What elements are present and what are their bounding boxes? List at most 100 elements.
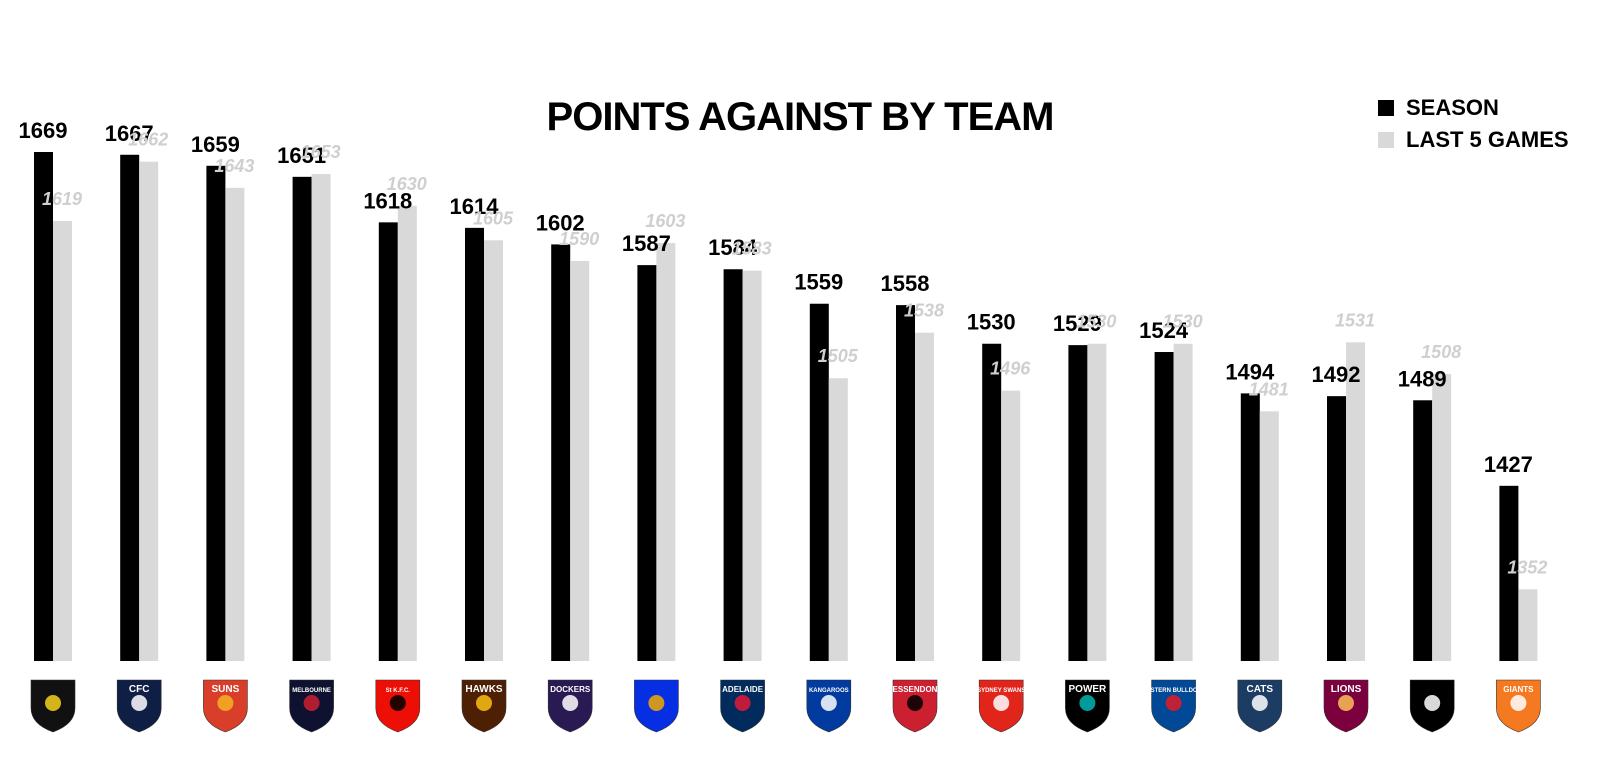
label-last5-port-adelaide: 1530	[1076, 312, 1116, 332]
eagles-logo-icon	[634, 679, 679, 733]
team-logos: CFC SUNS MELBOURNE St K.F.C. HAWKS DOCKERS ADE…	[30, 679, 1541, 733]
label-last5-carlton: 1662	[128, 130, 168, 150]
bar-season-western-bulldogs	[1154, 352, 1174, 661]
bar-season-west-coast	[637, 265, 657, 661]
bar-season-geelong	[1240, 393, 1260, 661]
bar-group	[34, 152, 1538, 662]
label-last5-adelaide: 1583	[732, 239, 772, 259]
bar-season-carlton	[120, 154, 140, 662]
bar-last5-north-melbourne	[828, 378, 848, 661]
bar-season-fremantle	[551, 244, 571, 662]
bulldogs-logo-icon: WESTERN BULLDOGS	[1141, 679, 1206, 733]
label-season-geelong: 1494	[1225, 359, 1275, 384]
bar-season-brisbane	[1327, 396, 1346, 661]
legend-label-season: SEASON	[1406, 95, 1499, 120]
label-season-gold-coast: 1659	[191, 132, 240, 157]
bar-last5-fremantle	[570, 260, 590, 661]
label-season-sydney: 1530	[967, 310, 1016, 335]
lions-logo-icon: LIONS	[1323, 679, 1369, 733]
bar-last5-collingwood	[1432, 374, 1452, 661]
bar-season-gold-coast	[206, 165, 226, 661]
bar-season-adelaide	[723, 269, 743, 661]
chart-title: POINTS AGAINST BY TEAM	[547, 95, 1054, 139]
bar-last5-western-bulldogs	[1173, 343, 1193, 661]
logo-text-western-bulldogs: WESTERN BULLDOGS	[1141, 688, 1206, 694]
stkilda-logo-icon: St K.F.C.	[375, 679, 421, 733]
label-season-western-bulldogs: 1524	[1139, 318, 1189, 343]
bar-last5-geelong	[1259, 411, 1279, 661]
label-last5-essendon: 1538	[904, 301, 944, 321]
bar-season-hawthorn	[465, 227, 484, 662]
label-last5-melbourne: 1653	[301, 142, 341, 162]
hawks-logo-icon: HAWKS	[461, 679, 507, 733]
bar-last5-gws	[1518, 589, 1538, 661]
label-last5-western-bulldogs: 1530	[1163, 312, 1203, 332]
label-last5-richmond: 1619	[42, 189, 82, 209]
bar-last5-st-kilda	[397, 205, 417, 661]
legend-swatch-season	[1378, 100, 1394, 116]
logo-text-st-kilda: St K.F.C.	[386, 688, 411, 694]
swans-logo-icon: SYDNEY SWANS	[977, 679, 1025, 733]
kangaroos-logo-icon: KANGAROOS	[806, 679, 852, 733]
bar-season-sydney	[982, 343, 1002, 661]
tiger-logo-icon	[30, 679, 76, 733]
label-season-fremantle: 1602	[536, 210, 585, 235]
label-season-port-adelaide: 1529	[1053, 311, 1102, 336]
label-last5-fremantle: 1590	[559, 229, 599, 249]
bar-last5-hawthorn	[484, 240, 503, 661]
bar-season-gws	[1499, 485, 1519, 661]
logo-text-brisbane: LIONS	[1331, 684, 1362, 695]
bar-season-port-adelaide	[1068, 345, 1088, 661]
bar-last5-essendon	[915, 332, 934, 661]
logo-text-port-adelaide: POWER	[1069, 684, 1108, 695]
logo-text-carlton: CFC	[129, 684, 150, 695]
label-last5-st-kilda: 1630	[387, 174, 427, 194]
bar-season-melbourne	[292, 176, 312, 661]
label-season-brisbane: 1492	[1312, 362, 1361, 387]
bar-last5-sydney	[1001, 390, 1021, 661]
logo-text-north-melbourne: KANGAROOS	[809, 688, 849, 694]
dockers-logo-icon: DOCKERS	[547, 679, 593, 733]
bar-season-st-kilda	[378, 222, 398, 661]
bar-season-richmond	[34, 152, 53, 661]
label-season-melbourne: 1651	[277, 143, 326, 168]
logo-text-geelong: CATS	[1247, 684, 1274, 695]
essendon-logo-icon: ESSENDON	[893, 679, 938, 733]
label-season-hawthorn: 1614	[450, 194, 500, 219]
bar-last5-west-coast	[656, 243, 676, 661]
bar-season-north-melbourne	[809, 303, 829, 661]
bar-last5-adelaide	[742, 270, 762, 661]
bar-season-collingwood	[1413, 400, 1433, 661]
bar-last5-carlton	[139, 161, 159, 661]
magpies-logo-icon	[1409, 679, 1455, 733]
label-last5-hawthorn: 1605	[473, 208, 514, 228]
bar-season-essendon	[896, 305, 915, 661]
legend-swatch-last5	[1378, 132, 1394, 148]
label-season-adelaide: 1584	[708, 235, 758, 260]
label-season-gws: 1427	[1484, 452, 1533, 477]
logo-text-adelaide: ADELAIDE	[722, 685, 764, 694]
power-logo-icon: POWER	[1065, 679, 1110, 733]
logo-text-gws: GIANTS	[1503, 685, 1534, 694]
bar-last5-richmond	[53, 220, 72, 661]
label-season-carlton: 1667	[105, 121, 154, 146]
bar-last5-melbourne	[311, 174, 331, 661]
label-season-richmond: 1669	[19, 118, 68, 143]
legend: SEASON LAST 5 GAMES	[1378, 95, 1569, 152]
carlton-logo-icon: CFC	[116, 679, 162, 733]
logo-text-essendon: ESSENDON	[893, 685, 938, 694]
label-last5-gws: 1352	[1507, 557, 1547, 577]
label-season-st-kilda: 1618	[363, 188, 412, 213]
label-season-north-melbourne: 1559	[794, 270, 843, 295]
label-last5-west-coast: 1603	[645, 211, 685, 231]
label-season-essendon: 1558	[881, 271, 930, 296]
bar-last5-gold-coast	[225, 187, 245, 661]
bar-last5-port-adelaide	[1087, 343, 1107, 661]
logo-text-sydney: SYDNEY SWANS	[977, 688, 1025, 694]
logo-text-melbourne: MELBOURNE	[292, 688, 331, 694]
melbourne-logo-icon: MELBOURNE	[289, 679, 334, 733]
label-last5-collingwood: 1508	[1421, 342, 1461, 362]
label-last5-sydney: 1496	[990, 359, 1031, 379]
